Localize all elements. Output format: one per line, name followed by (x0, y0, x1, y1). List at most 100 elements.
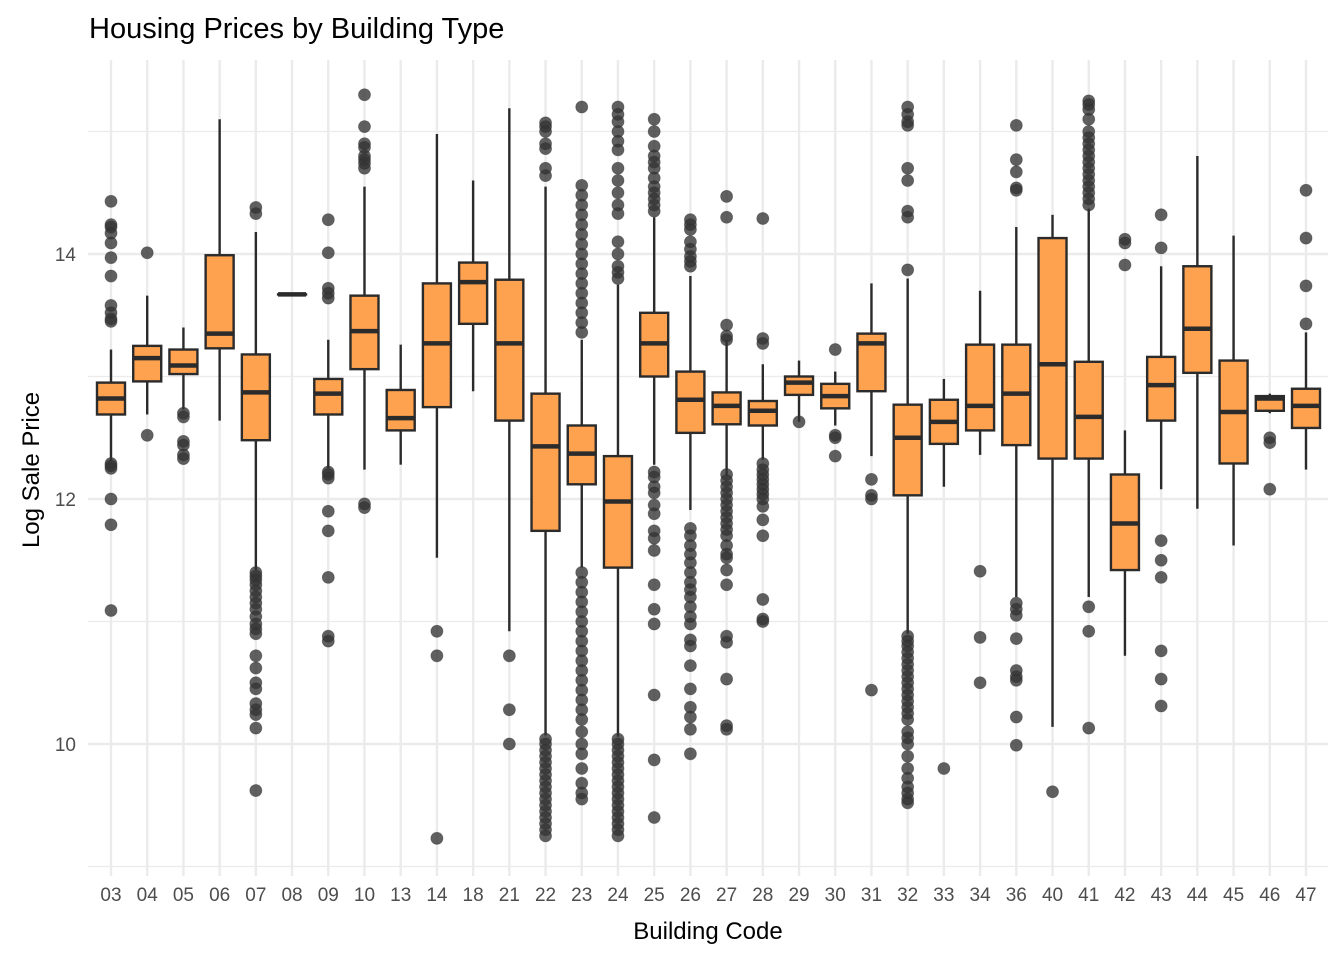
box-26 (675, 213, 706, 761)
outlier-point (1009, 632, 1023, 646)
outlier-point (321, 504, 335, 518)
outlier-point (901, 174, 915, 187)
outlier-point (828, 449, 842, 463)
tick-labels: 10 12 14 03 04 05 06 07 08 09 10 13 14 18 21 22 23 24 25 26… (55, 245, 1317, 906)
outlier-point (249, 661, 263, 675)
outlier-point (430, 624, 444, 638)
outlier-point (321, 246, 335, 260)
x-tick-label: 10 (354, 885, 375, 906)
outlier-point (611, 235, 625, 249)
outlier-point (1009, 165, 1023, 179)
outlier-point (1118, 236, 1132, 250)
outlier-point (865, 472, 878, 486)
outlier-point (358, 161, 371, 175)
x-tick-label: 24 (607, 885, 629, 906)
iqr-box (168, 348, 199, 376)
outlier-point (1299, 183, 1313, 197)
outlier-point (611, 143, 625, 157)
outlier-point (1009, 738, 1023, 752)
outlier-point (792, 415, 806, 429)
outlier-point (647, 578, 661, 592)
outlier-point (104, 604, 118, 617)
outlier-point (647, 688, 661, 702)
box-46 (1254, 393, 1285, 496)
outlier-point (358, 501, 371, 514)
outlier-point (539, 142, 552, 156)
outlier-point (1082, 600, 1096, 614)
box-33 (928, 378, 960, 775)
box-21 (494, 108, 525, 751)
iqr-box (1290, 387, 1322, 430)
box-05 (168, 327, 199, 465)
outlier-point (575, 747, 589, 761)
outlier-point (756, 615, 770, 628)
iqr-box (1182, 265, 1213, 375)
outlier-point (720, 578, 734, 592)
outlier-point (901, 749, 915, 763)
iqr-box (602, 454, 634, 569)
outlier-point (430, 649, 444, 663)
box-41 (1073, 94, 1104, 735)
x-tick-label: 46 (1259, 885, 1280, 906)
grid (88, 60, 1328, 876)
box-25 (638, 112, 670, 824)
x-tick-label: 42 (1114, 885, 1135, 906)
outlier-point (901, 737, 915, 751)
outlier-point (901, 161, 915, 175)
outlier-point (502, 703, 516, 717)
outlier-point (720, 722, 734, 736)
box-40 (1037, 214, 1068, 799)
boxes (95, 88, 1322, 845)
box-14 (421, 133, 453, 845)
iqr-box (1145, 355, 1177, 422)
outlier-point (104, 314, 118, 328)
box-23 (566, 100, 597, 806)
outlier-point (177, 410, 190, 424)
x-tick-label: 22 (535, 885, 556, 906)
outlier-point (575, 725, 589, 739)
outlier-point (973, 564, 987, 578)
outlier-point (1154, 672, 1168, 686)
outlier-point (683, 682, 697, 696)
outlier-point (1082, 198, 1096, 212)
outlier-point (683, 710, 697, 724)
x-tick-label: 32 (897, 885, 918, 906)
outlier-point (321, 213, 335, 227)
iqr-box (711, 391, 742, 426)
outlier-point (539, 125, 552, 138)
outlier-point (1009, 608, 1023, 622)
outlier-point (828, 343, 842, 356)
box-07 (240, 201, 272, 797)
outlier-point (756, 499, 770, 513)
box-28 (747, 212, 779, 628)
outlier-point (140, 428, 154, 442)
box-36 (1001, 118, 1032, 752)
outlier-point (1299, 279, 1313, 293)
iqr-box (240, 353, 272, 442)
outlier-point (720, 210, 734, 224)
outlier-point (249, 649, 263, 663)
x-tick-label: 28 (752, 885, 773, 906)
outlier-point (865, 683, 878, 697)
outlier-point (249, 708, 263, 721)
box-18 (457, 180, 489, 392)
box-44 (1182, 156, 1213, 509)
outlier-point (1154, 699, 1168, 713)
box-27 (711, 190, 742, 736)
outlier-point (683, 639, 697, 653)
outlier-point (539, 829, 552, 843)
outlier-point (647, 486, 661, 500)
outlier-point (358, 88, 371, 102)
outlier-point (1263, 436, 1277, 450)
x-tick-label: 29 (788, 885, 809, 906)
x-tick-label: 14 (426, 885, 448, 906)
x-axis-title: Building Code (633, 918, 782, 945)
outlier-point (575, 792, 589, 806)
outlier-point (756, 212, 770, 225)
outlier-point (720, 563, 734, 577)
iqr-box (892, 403, 923, 497)
outlier-point (249, 682, 263, 696)
outlier-point (104, 194, 118, 208)
x-tick-label: 18 (463, 885, 484, 906)
x-tick-label: 36 (1006, 885, 1027, 906)
